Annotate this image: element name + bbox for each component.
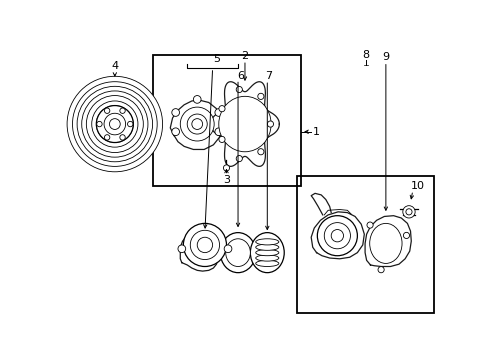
Circle shape [190,230,220,260]
Ellipse shape [256,255,279,261]
Polygon shape [211,82,279,166]
Text: 8: 8 [362,50,369,60]
Circle shape [82,91,148,157]
Circle shape [172,128,179,136]
Text: 1: 1 [313,127,320,137]
Circle shape [92,101,138,147]
Circle shape [223,165,230,171]
Text: 6: 6 [238,71,245,81]
Ellipse shape [226,239,250,266]
Text: 2: 2 [242,51,248,61]
Circle shape [120,135,125,140]
Circle shape [77,86,152,162]
Circle shape [219,136,225,143]
Text: 4: 4 [111,61,119,71]
Text: 5: 5 [213,54,220,64]
Circle shape [178,245,186,253]
Circle shape [73,82,157,166]
Ellipse shape [256,239,279,245]
Circle shape [197,237,213,253]
Circle shape [102,111,128,137]
Circle shape [104,113,125,135]
Circle shape [258,149,264,155]
Circle shape [324,222,350,249]
Bar [297,176,435,313]
Ellipse shape [250,233,284,273]
Circle shape [104,135,110,140]
Circle shape [236,86,243,93]
Circle shape [406,209,412,215]
Text: 10: 10 [411,181,425,191]
Ellipse shape [369,223,402,264]
Circle shape [67,76,163,172]
Circle shape [367,222,373,228]
Circle shape [127,121,133,127]
Circle shape [97,105,133,143]
Circle shape [258,93,264,99]
Circle shape [268,121,273,127]
Circle shape [109,119,120,130]
Circle shape [331,230,343,242]
Bar [153,55,301,186]
Circle shape [120,108,125,113]
Polygon shape [171,100,222,149]
Circle shape [224,245,232,253]
Circle shape [187,114,207,134]
Ellipse shape [256,244,279,250]
Polygon shape [365,216,411,266]
Ellipse shape [219,96,271,152]
Circle shape [403,206,415,218]
Polygon shape [311,193,331,215]
Circle shape [104,108,110,113]
Text: 3: 3 [223,175,230,185]
Circle shape [194,95,201,103]
Text: 9: 9 [382,52,390,62]
Circle shape [86,95,143,153]
Circle shape [378,267,384,273]
Circle shape [215,128,222,136]
Ellipse shape [256,249,279,256]
Circle shape [215,109,222,116]
Circle shape [172,109,179,116]
Text: 7: 7 [265,71,272,81]
Circle shape [219,105,225,112]
Circle shape [180,107,214,141]
Circle shape [403,232,410,239]
Polygon shape [311,212,365,259]
Circle shape [183,223,226,266]
Polygon shape [180,230,218,271]
Circle shape [97,121,102,127]
Ellipse shape [220,233,256,273]
Circle shape [97,105,133,143]
Ellipse shape [256,260,279,266]
Circle shape [318,216,357,256]
Circle shape [236,156,243,162]
Circle shape [192,119,203,130]
